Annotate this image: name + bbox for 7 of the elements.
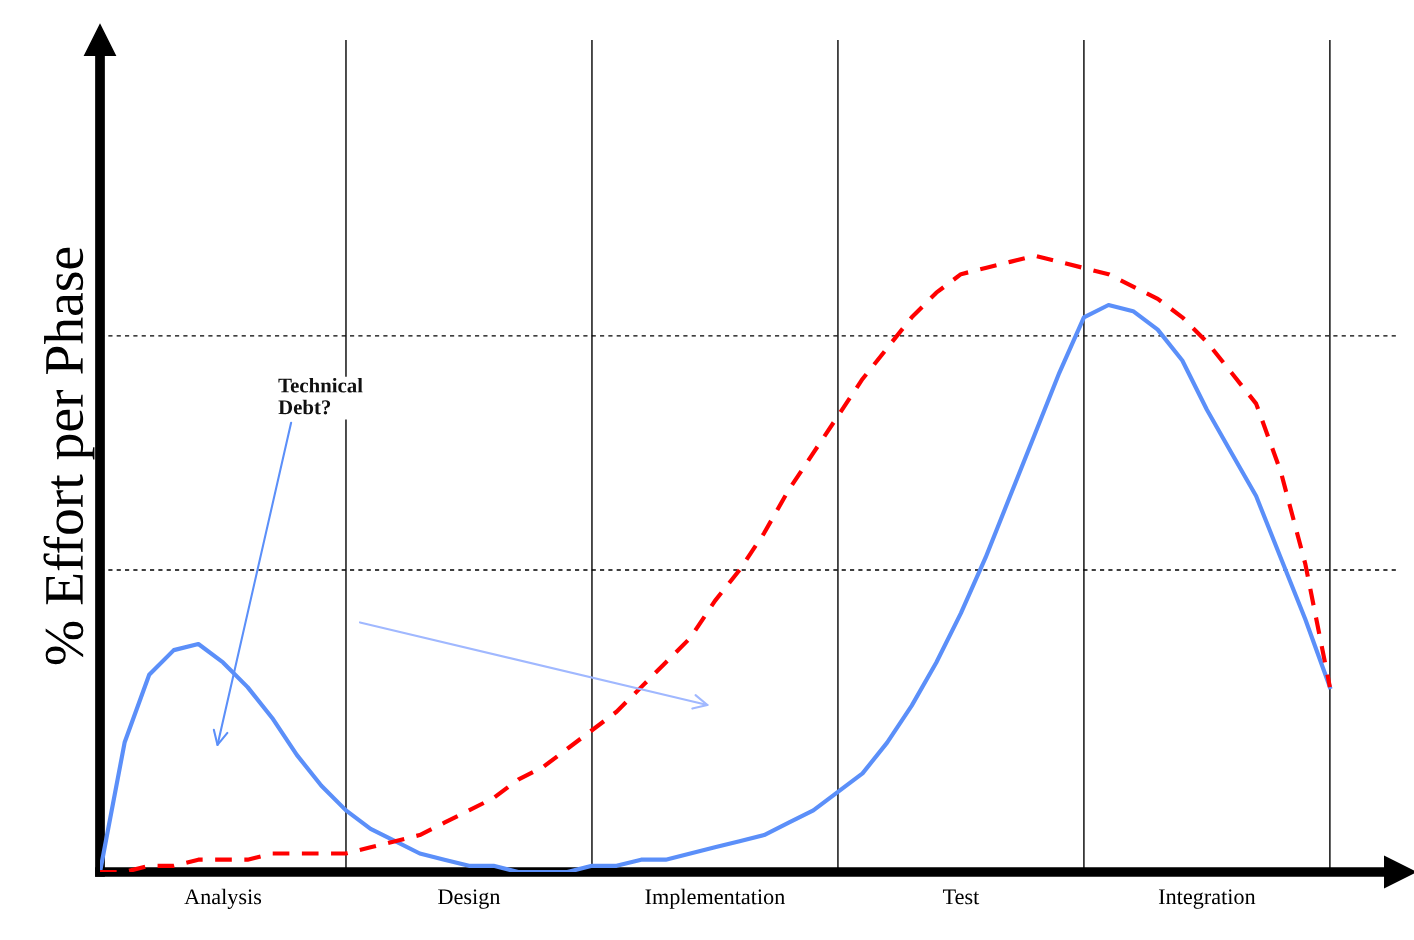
annotation: Technical Debt? (278, 377, 363, 415)
y-axis-title: % Effort per Phase (43, 247, 95, 665)
x-tick-label: Test (942, 889, 980, 905)
x-tick-label: Integration (1158, 889, 1256, 909)
x-tick-label: Design (438, 889, 501, 909)
x-tick-label: Analysis (184, 888, 262, 909)
x-tick-label: Implementation (645, 888, 785, 909)
